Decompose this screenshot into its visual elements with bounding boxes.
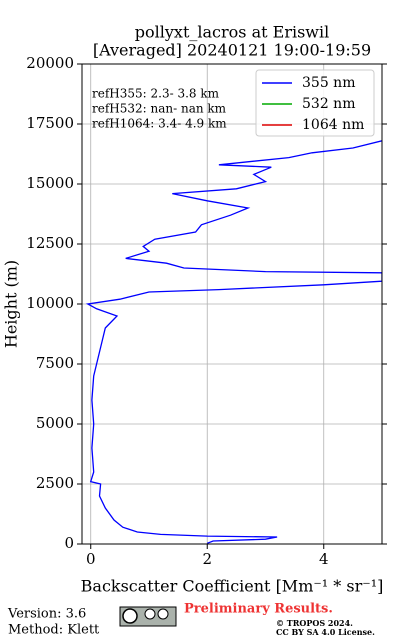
y-tick-label: 5000 [36, 414, 74, 432]
x-tick-label: 4 [319, 550, 329, 568]
legend-box [255, 69, 375, 137]
license: CC BY SA 4.0 License. [276, 627, 375, 637]
y-tick-label: 15000 [26, 174, 74, 192]
profile-line [85, 140, 382, 544]
y-tick-label: 17500 [26, 114, 74, 132]
chart-title: pollyxt_lacros at Eriswil [135, 23, 329, 42]
legend-label: 532 nm [302, 96, 355, 112]
annotation: refH355: 2.3- 3.8 km [92, 87, 220, 101]
y-tick-label: 10000 [26, 294, 74, 312]
notice: Preliminary Results. [184, 602, 333, 617]
y-tick-label: 12500 [26, 234, 74, 252]
x-axis-label: Backscatter Coefficient [Mm⁻¹ * sr⁻¹] [81, 577, 384, 596]
plot-lines [85, 140, 382, 544]
plot-frame [81, 63, 383, 545]
copyright: © TROPOS 2024. [276, 618, 353, 628]
legend-label: 1064 nm [302, 117, 364, 133]
version: Version: 3.6 [7, 607, 86, 622]
y-tick-label: 20000 [26, 54, 74, 72]
legend-label: 355 nm [302, 75, 355, 91]
y-tick-label: 2500 [36, 474, 74, 492]
x-tick-label: 2 [202, 550, 212, 568]
method: Method: Klett [8, 623, 100, 638]
chart-subtitle: [Averaged] 20240121 19:00-19:59 [93, 41, 371, 60]
cc-logo [119, 606, 177, 627]
y-tick-label: 7500 [36, 354, 74, 372]
x-tick-label: 0 [86, 550, 96, 568]
annotation: refH1064: 3.4- 4.9 km [92, 117, 227, 131]
y-tick-label: 0 [64, 534, 74, 552]
y-axis-label: Height (m) [2, 260, 21, 348]
annotation: refH532: nan- nan km [92, 102, 227, 116]
